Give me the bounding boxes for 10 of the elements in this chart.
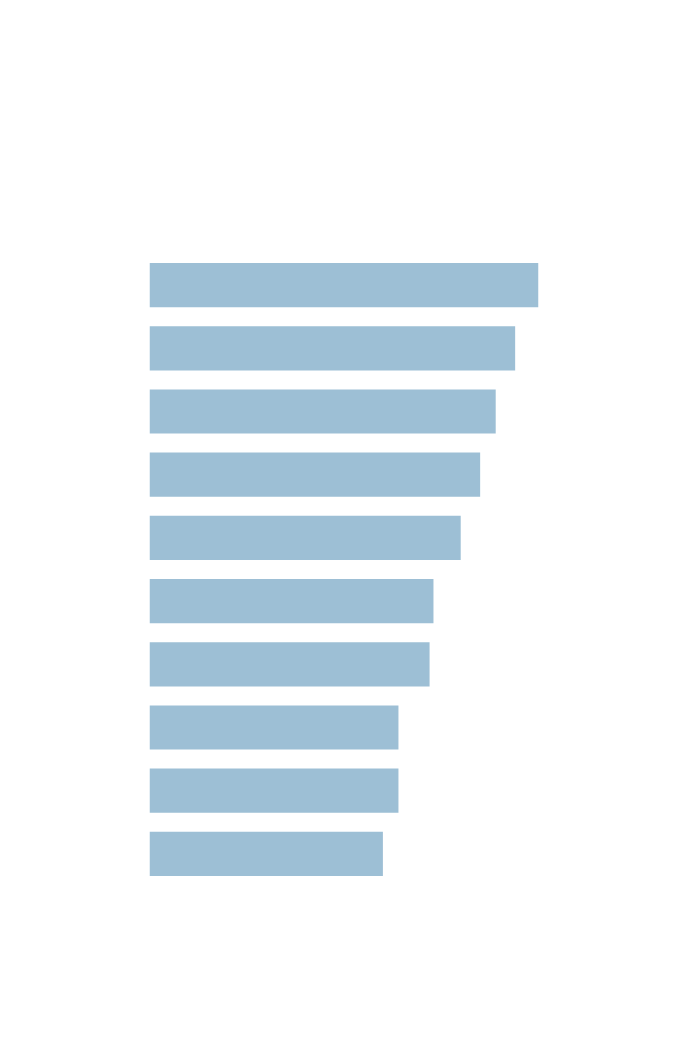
bar [149,515,461,561]
bar [149,262,539,308]
bar [149,389,496,434]
bar [149,326,516,371]
bar [149,452,481,497]
bar [149,768,399,813]
bar [149,705,399,750]
bar [149,831,383,877]
bar [149,642,430,687]
bar [149,578,434,624]
